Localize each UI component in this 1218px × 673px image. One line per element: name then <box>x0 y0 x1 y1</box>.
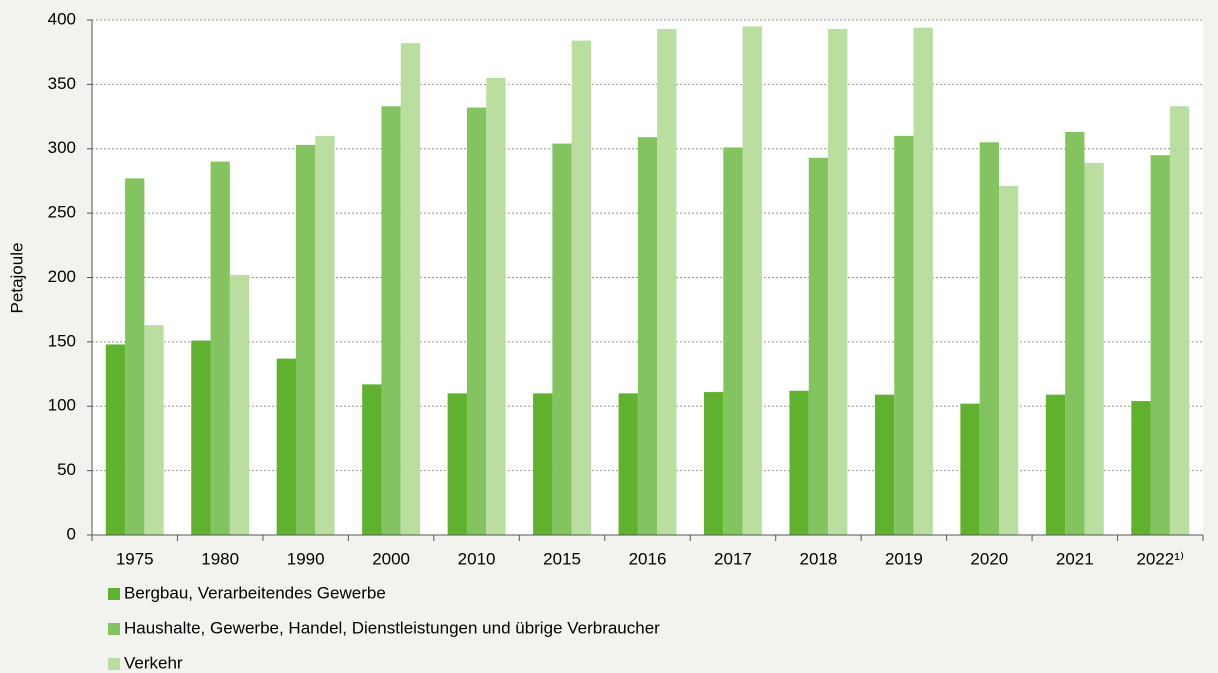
bar <box>315 135 335 535</box>
x-tick-label: 2015 <box>543 549 581 568</box>
y-tick-label: 150 <box>48 331 76 350</box>
bar <box>400 43 421 536</box>
y-tick-label: 400 <box>48 9 76 28</box>
bar <box>874 394 895 535</box>
x-tick-label: 2021 <box>1056 549 1094 568</box>
bar <box>723 147 743 535</box>
x-tick-label: 2018 <box>800 549 838 568</box>
bar <box>210 161 230 535</box>
x-tick-label: 1975 <box>116 549 154 568</box>
bar <box>229 274 250 535</box>
bar <box>486 77 506 535</box>
bar <box>125 178 145 536</box>
bar <box>447 393 467 535</box>
y-tick-label: 0 <box>67 524 76 543</box>
legend-label: Bergbau, Verarbeitendes Gewerbe <box>124 583 386 602</box>
x-tick-label: 2019 <box>885 549 923 568</box>
bar <box>381 106 401 535</box>
bar <box>296 144 316 535</box>
bar <box>894 135 914 535</box>
legend-label: Haushalte, Gewerbe, Handel, Dienstleistu… <box>124 618 660 637</box>
bar <box>191 340 211 535</box>
x-tick-label: 2017 <box>714 549 752 568</box>
bar <box>1065 132 1085 535</box>
x-tick-label: 2010 <box>458 549 496 568</box>
bar <box>704 392 724 535</box>
bar <box>362 384 382 535</box>
bar <box>637 137 658 535</box>
bar <box>742 26 762 535</box>
bar <box>571 40 591 535</box>
x-tick-label: 2000 <box>372 549 410 568</box>
bar <box>657 29 677 535</box>
y-tick-label: 200 <box>48 267 76 286</box>
y-axis-label: Petajoule <box>7 243 26 314</box>
legend-swatch <box>108 658 120 670</box>
bar <box>1084 162 1104 535</box>
bar <box>618 393 638 535</box>
y-tick-label: 50 <box>57 460 76 479</box>
bar <box>552 143 572 535</box>
bar <box>1169 106 1190 535</box>
bar <box>979 142 999 535</box>
bar <box>144 325 164 535</box>
x-tick-label: 2016 <box>629 549 667 568</box>
y-tick-label: 350 <box>48 74 76 93</box>
bar <box>808 157 829 535</box>
bar <box>1150 155 1170 535</box>
legend-label: Verkehr <box>124 653 183 672</box>
bar <box>998 186 1019 535</box>
x-tick-label: 1980 <box>201 549 239 568</box>
bar <box>1131 401 1151 535</box>
legend-swatch <box>108 588 120 600</box>
x-tick-label: 2022¹⁾ <box>1136 549 1184 568</box>
bar <box>1045 394 1066 535</box>
legend-swatch <box>108 623 120 635</box>
x-tick-label: 2020 <box>970 549 1008 568</box>
bar <box>789 390 809 535</box>
y-tick-label: 300 <box>48 138 76 157</box>
bar <box>105 344 126 535</box>
bar <box>533 393 553 535</box>
bar <box>828 29 848 535</box>
y-tick-label: 250 <box>48 203 76 222</box>
y-tick-label: 100 <box>48 396 76 415</box>
bar <box>913 27 933 535</box>
bar <box>276 358 297 535</box>
x-tick-label: 1990 <box>287 549 325 568</box>
bar <box>466 107 487 536</box>
bar <box>960 403 980 535</box>
